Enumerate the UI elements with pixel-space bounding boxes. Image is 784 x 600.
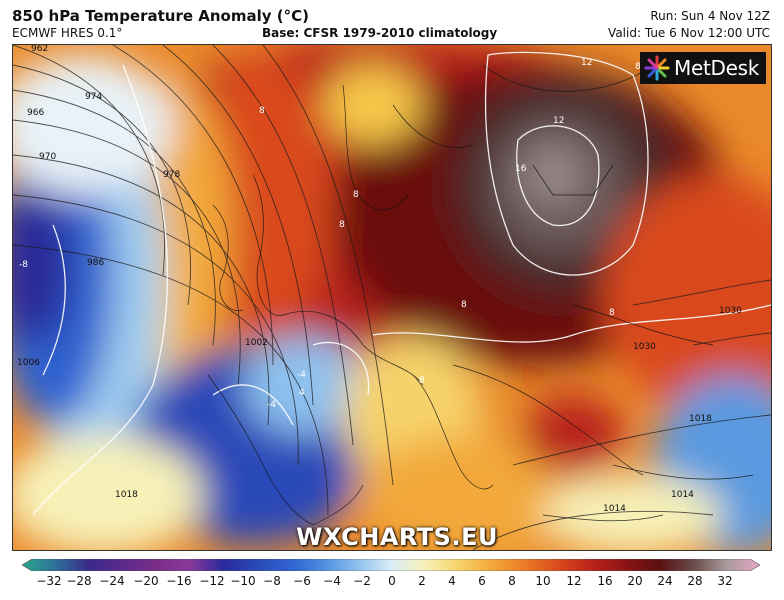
anomaly-label: 8: [461, 300, 467, 310]
anomaly-label: 12: [553, 116, 564, 126]
anomaly-label: 8: [353, 190, 359, 200]
anomaly-label: -4: [267, 400, 276, 410]
anomaly-label: 8: [635, 62, 641, 72]
colorbar-tick: 12: [566, 574, 582, 588]
colorbar-tick: −12: [199, 574, 225, 588]
anomaly-label: -8: [19, 260, 28, 270]
colorbar-tick: 6: [478, 574, 486, 588]
isobar-label: 1018: [689, 414, 712, 424]
colorbar-ticks: −32 −28 −24 −20 −16 −12 −10 −8 −6 −4 −2 …: [0, 574, 784, 590]
colorbar-tick: −20: [133, 574, 159, 588]
isobar-label: 978: [163, 170, 180, 180]
colorbar-tick: 24: [657, 574, 673, 588]
watermark: WXCHARTS.EU: [296, 523, 498, 551]
isobar-label: 1002: [245, 338, 268, 348]
metdesk-star-icon: [644, 55, 670, 81]
logo-text: MetDesk: [674, 56, 760, 80]
map-canvas: 962 966 970 974 978 986 1002 1006 1018 1…: [13, 45, 771, 550]
colorbar-tick: 32: [717, 574, 733, 588]
colorbar-tick: −16: [166, 574, 192, 588]
colorbar-tick: −10: [230, 574, 256, 588]
colorbar-bar: [22, 559, 760, 571]
colorbar-tick: −2: [353, 574, 371, 588]
isobar-label: 966: [27, 108, 44, 118]
anomaly-label: 8: [609, 308, 615, 318]
model-label: ECMWF HRES 0.1°: [12, 26, 123, 40]
isobar-label: 1018: [115, 490, 138, 500]
colorbar-tick: 0: [388, 574, 396, 588]
colorbar-tick: 2: [418, 574, 426, 588]
colorbar-tick: 10: [535, 574, 551, 588]
colorbar-tick: −8: [263, 574, 281, 588]
colorbar-tick: −4: [323, 574, 341, 588]
page-title: 850 hPa Temperature Anomaly (°C): [12, 7, 309, 25]
chart-header: 850 hPa Temperature Anomaly (°C) ECMWF H…: [0, 0, 784, 44]
colorbar-tick: 4: [448, 574, 456, 588]
valid-time-label: Valid: Tue 6 Nov 12:00 UTC: [608, 26, 770, 40]
isobar-label: 974: [85, 92, 102, 102]
base-climatology-label: Base: CFSR 1979-2010 climatology: [262, 26, 498, 40]
isobar-labels: 962 966 970 974 978 986 1002 1006 1018 1…: [17, 45, 742, 514]
colorbar-tick: 8: [508, 574, 516, 588]
anomaly-contours: [32, 51, 771, 516]
colorbar-tick: −6: [293, 574, 311, 588]
anomaly-label: 8: [419, 376, 425, 386]
colorbar-tick: 20: [627, 574, 643, 588]
isobar-label: 970: [39, 152, 56, 162]
isobar-label: 1014: [671, 490, 694, 500]
colorbar-tick: −28: [66, 574, 92, 588]
metdesk-logo: MetDesk: [640, 52, 766, 84]
isobar-label: 1030: [633, 342, 656, 352]
colorbar-tick: −24: [99, 574, 125, 588]
anomaly-map[interactable]: 962 966 970 974 978 986 1002 1006 1018 1…: [12, 44, 772, 551]
coastlines: [207, 84, 754, 526]
isobars: [13, 45, 771, 550]
anomaly-labels: -8 -4 -4 4 8 8 8 8 8 8 8 12 12 16: [19, 58, 641, 410]
isobar-label: 1014: [603, 504, 626, 514]
anomaly-label: 12: [581, 58, 592, 68]
colorbar-tick: 16: [597, 574, 613, 588]
isobar-label: 962: [31, 45, 48, 54]
colorbar: [22, 559, 760, 571]
isobar-label: 1006: [17, 358, 40, 368]
colorbar-tick: −32: [36, 574, 62, 588]
anomaly-label: -4: [297, 370, 306, 380]
isobar-label: 1030: [719, 306, 742, 316]
colorbar-tick: 28: [687, 574, 703, 588]
anomaly-label: 8: [339, 220, 345, 230]
isobar-label: 986: [87, 258, 104, 268]
anomaly-label: 8: [259, 106, 265, 116]
run-time-label: Run: Sun 4 Nov 12Z: [650, 9, 770, 23]
anomaly-label: 4: [299, 388, 305, 398]
anomaly-label: 16: [515, 164, 527, 174]
